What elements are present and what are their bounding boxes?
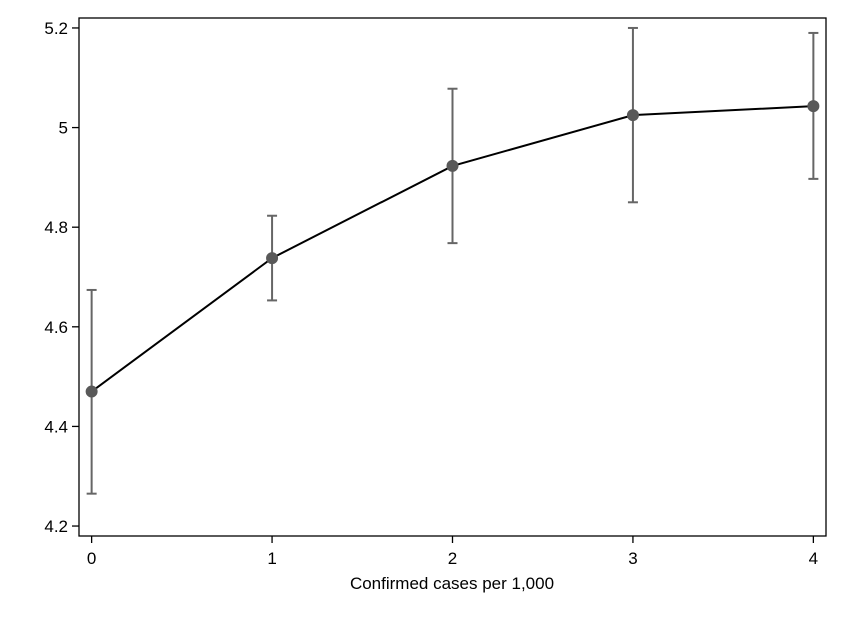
- y-tick-label: 4.6: [44, 318, 68, 337]
- x-tick-label: 4: [809, 549, 818, 568]
- y-axis: 4.2 4.4 4.6 4.8 5 5.2: [44, 19, 79, 536]
- data-point: [807, 100, 820, 113]
- series-points: [85, 100, 820, 398]
- y-tick-label: 5.2: [44, 19, 68, 38]
- x-tick-label: 1: [267, 549, 276, 568]
- x-axis-title: Confirmed cases per 1,000: [350, 574, 554, 593]
- x-axis: 0 1 2 3 4: [87, 536, 818, 568]
- data-point: [266, 252, 279, 265]
- data-point: [626, 109, 639, 122]
- y-tick-label: 5: [59, 119, 68, 138]
- y-tick-label: 4.4: [44, 417, 68, 436]
- error-bars: [86, 26, 819, 495]
- x-tick-label: 3: [628, 549, 637, 568]
- x-tick-label: 2: [448, 549, 457, 568]
- x-tick-label: 0: [87, 549, 96, 568]
- y-tick-label: 4.8: [44, 218, 68, 237]
- data-point: [446, 159, 459, 172]
- y-tick-label: 4.2: [44, 517, 68, 536]
- data-point: [85, 385, 98, 398]
